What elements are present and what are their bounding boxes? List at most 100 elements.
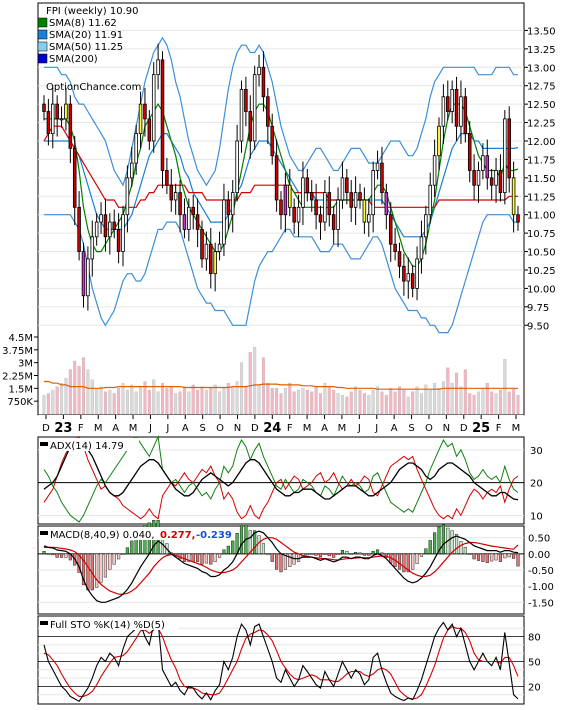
time-tick-label: O: [425, 423, 433, 434]
stochastic-lines: [43, 620, 519, 703]
volume-bar: [55, 386, 59, 415]
candle-body: [375, 162, 380, 171]
volume-bar: [288, 383, 292, 415]
volume-bar: [143, 381, 147, 415]
candle-body: [388, 214, 393, 245]
candle-body: [200, 229, 204, 260]
macd-histogram-bar: [196, 553, 200, 562]
volume-bar: [156, 391, 160, 415]
candle-body: [424, 214, 428, 238]
volume-bar: [340, 395, 344, 415]
volume-bar: [90, 379, 94, 415]
candle-body: [209, 243, 213, 275]
candle-body: [345, 177, 349, 193]
candle-body: [173, 192, 178, 201]
volume-bar: [279, 393, 283, 415]
stochastic-label-bg: [39, 617, 179, 630]
legend-swatch: [37, 41, 48, 52]
candle-body: [42, 103, 46, 112]
legend-swatch: [37, 29, 48, 40]
legend-label: SMA(20) 11.91: [49, 30, 123, 41]
volume-bar: [292, 391, 296, 415]
volume-bar: [380, 391, 384, 415]
adx-label-text: ADX(14) 14.79: [50, 441, 124, 452]
candle-body: [195, 214, 200, 230]
legend-label: SMA(8) 11.62: [49, 18, 117, 29]
candle-body: [169, 184, 174, 201]
candle-body: [274, 155, 279, 201]
volume-bar: [121, 383, 125, 415]
candle-body: [130, 162, 134, 179]
stochastic-d-line: [43, 625, 519, 700]
volume-bar: [283, 388, 287, 415]
volume-bar: [349, 391, 353, 415]
candle-body: [266, 96, 270, 127]
volume-bar: [389, 388, 393, 415]
time-tick-label: M: [303, 423, 312, 434]
candle-body: [51, 103, 55, 135]
candle-body: [353, 192, 358, 208]
macd-histogram-bar: [476, 553, 481, 561]
candle-body: [187, 206, 191, 230]
macd-histogram-bar: [437, 526, 441, 555]
candle-body: [511, 177, 516, 216]
macd-histogram-bar: [428, 540, 432, 555]
volume-bar: [187, 391, 191, 415]
candle-body: [261, 66, 266, 98]
legend-label: SMA(50) 11.25: [49, 42, 123, 53]
candle-body: [103, 214, 108, 238]
volume-bar: [450, 383, 454, 415]
volume-bar: [393, 391, 397, 415]
adx-tick-label: 20: [530, 479, 543, 490]
volume-bar: [103, 391, 107, 415]
macd-histogram-bar: [397, 553, 402, 570]
watermark-text: OptionChance.com: [46, 82, 141, 93]
macd-histogram-bar: [512, 553, 516, 559]
candle-body: [72, 147, 77, 208]
volume-bar: [415, 386, 419, 415]
stochastic-panel: 80 50 20 Full STO %K(14) %D(5): [37, 615, 541, 705]
candle-body: [384, 192, 389, 216]
volume-bar: [204, 389, 208, 415]
candle-body: [217, 243, 222, 252]
price-panel: 13.50 13.25 13.00 12.75 12.50 12.25 12.00 11.75…: [2, 2, 556, 416]
candle-body: [257, 66, 261, 76]
candle-body: [90, 236, 95, 260]
macd-y-axis: 0.50 0.00 -0.50 -1.00 -1.50: [528, 534, 554, 610]
candle-body: [108, 221, 112, 238]
candle-body: [358, 192, 362, 201]
volume-bar: [485, 383, 489, 415]
volume-bar: [323, 383, 327, 415]
volume-tick-label: 3.75M: [2, 346, 33, 357]
macd-histogram-bar: [257, 535, 261, 555]
macd-histogram-bar: [200, 553, 204, 565]
volume-bar: [64, 377, 68, 415]
candle-body: [252, 74, 257, 142]
volume-tick-label: 2.25M: [2, 372, 33, 383]
candle-body: [397, 251, 402, 267]
macd-histogram-bar: [490, 553, 494, 562]
candle-body: [489, 177, 494, 186]
macd-histogram-bar: [222, 549, 226, 555]
time-axis-bg: [38, 415, 524, 436]
volume-bar: [244, 386, 248, 415]
candle-body: [248, 111, 253, 142]
candle-body: [323, 192, 327, 223]
macd-histogram-bar: [217, 553, 222, 558]
time-tick-label: J: [357, 423, 361, 434]
macd-histogram-bar: [507, 553, 511, 558]
candle-body: [86, 258, 90, 297]
volume-bar: [95, 388, 99, 415]
volume-bar: [419, 393, 423, 415]
macd-tick-label: -1.50: [528, 598, 554, 609]
volume-bar: [402, 389, 406, 415]
candle-body: [450, 88, 454, 112]
volume-bar: [134, 391, 138, 415]
volume-bar: [226, 383, 230, 415]
price-tick-label: 12.50: [527, 100, 556, 111]
volume-bar: [406, 396, 410, 415]
candle-body: [138, 103, 143, 135]
volume-bar: [305, 389, 309, 415]
macd-histogram-bar: [463, 546, 467, 555]
time-tick-label: D: [460, 423, 468, 434]
